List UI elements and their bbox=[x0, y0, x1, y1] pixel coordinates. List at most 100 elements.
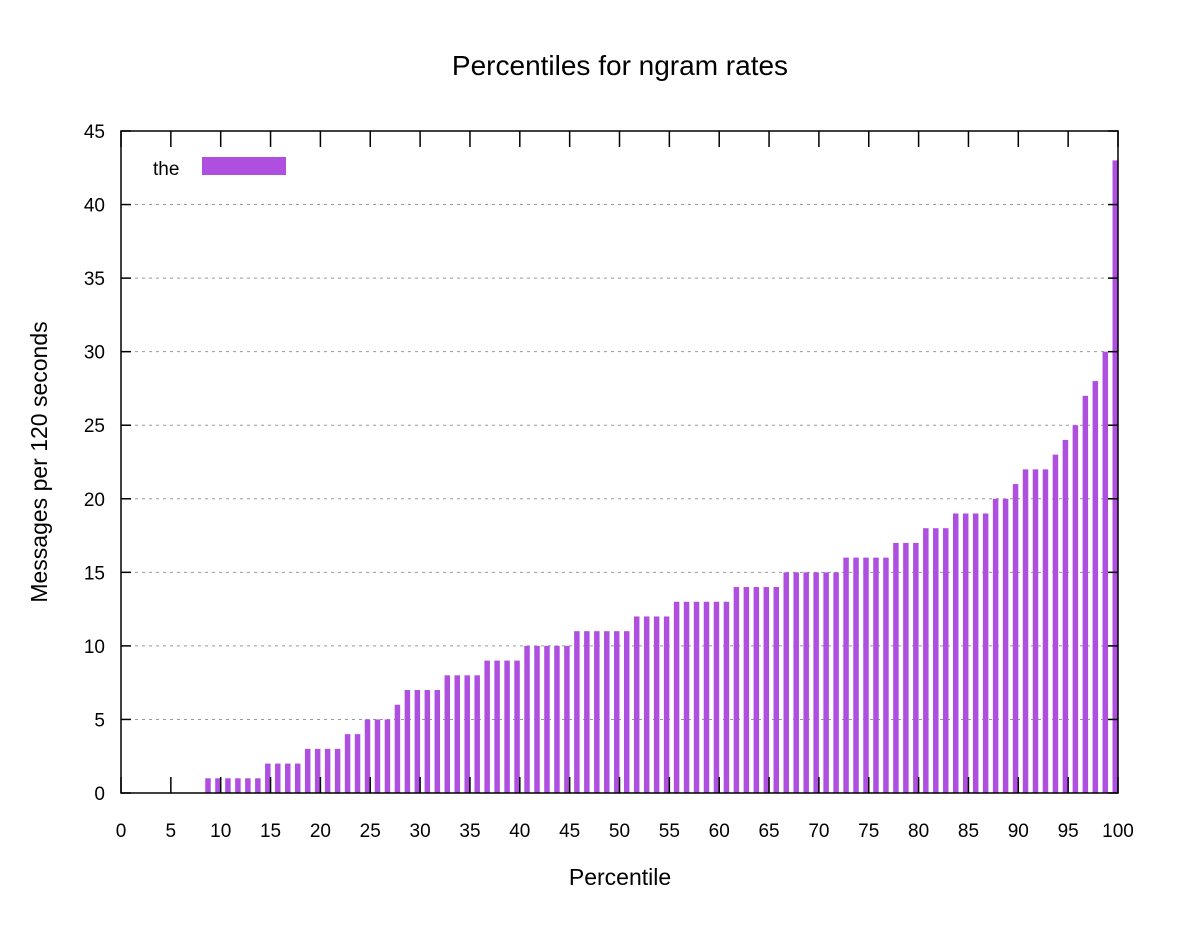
bar bbox=[943, 528, 949, 793]
bar bbox=[384, 719, 391, 793]
y-tick-label: 40 bbox=[84, 196, 105, 217]
bar bbox=[883, 557, 889, 793]
bar bbox=[833, 572, 839, 793]
bar bbox=[1102, 351, 1109, 793]
bar bbox=[574, 631, 580, 793]
bar bbox=[1012, 484, 1019, 793]
bar bbox=[294, 763, 301, 793]
bar bbox=[504, 660, 510, 793]
legend-label: the bbox=[153, 159, 179, 180]
bar bbox=[564, 645, 570, 793]
bar bbox=[1092, 381, 1099, 793]
bar bbox=[1052, 454, 1059, 793]
bar bbox=[923, 528, 929, 793]
x-tick-label: 30 bbox=[410, 821, 431, 842]
bar bbox=[1032, 469, 1039, 793]
bar bbox=[594, 631, 600, 793]
y-tick-label: 30 bbox=[84, 343, 105, 364]
bar bbox=[275, 763, 281, 793]
bar bbox=[633, 616, 640, 793]
bar bbox=[304, 748, 311, 793]
bar bbox=[813, 572, 819, 793]
bar bbox=[354, 734, 361, 793]
bar bbox=[524, 645, 530, 793]
bar bbox=[1002, 498, 1009, 793]
bar bbox=[743, 587, 750, 793]
x-tick-label: 100 bbox=[1102, 821, 1134, 842]
y-tick-label: 0 bbox=[94, 784, 105, 805]
x-tick-label: 10 bbox=[210, 821, 231, 842]
x-tick-label: 85 bbox=[958, 821, 979, 842]
y-tick-label: 20 bbox=[84, 490, 105, 511]
bar bbox=[285, 763, 291, 793]
x-tick-label: 75 bbox=[858, 821, 879, 842]
bar bbox=[464, 675, 470, 793]
bar bbox=[255, 778, 261, 793]
y-axis-label: Messages per 120 seconds bbox=[26, 321, 52, 602]
bar bbox=[424, 690, 431, 793]
bar bbox=[733, 587, 740, 793]
legend: the bbox=[153, 157, 286, 180]
bar bbox=[623, 631, 630, 793]
chart-title: Percentiles for ngram rates bbox=[452, 50, 788, 81]
bar bbox=[933, 528, 939, 793]
bar bbox=[1112, 160, 1118, 793]
bar bbox=[494, 660, 500, 793]
bar bbox=[484, 660, 490, 793]
bar bbox=[703, 601, 710, 793]
x-tick-label: 65 bbox=[758, 821, 779, 842]
bar bbox=[544, 645, 550, 793]
y-tick-label: 25 bbox=[84, 416, 105, 437]
bar bbox=[753, 587, 760, 793]
bar bbox=[663, 616, 670, 793]
x-tick-label: 40 bbox=[509, 821, 530, 842]
bar bbox=[962, 513, 969, 793]
legend-swatch bbox=[202, 157, 286, 175]
bar bbox=[793, 572, 799, 793]
bar bbox=[225, 778, 231, 793]
x-tick-label: 35 bbox=[459, 821, 480, 842]
bar bbox=[1082, 395, 1089, 793]
bar bbox=[713, 601, 720, 793]
bar bbox=[314, 748, 321, 793]
bar bbox=[444, 675, 451, 793]
bar bbox=[972, 513, 979, 793]
bar bbox=[205, 778, 211, 793]
bar bbox=[643, 616, 650, 793]
bar bbox=[374, 719, 381, 793]
bar bbox=[873, 557, 879, 793]
bar bbox=[584, 631, 590, 793]
x-tick-label: 25 bbox=[360, 821, 381, 842]
bar bbox=[364, 719, 371, 793]
bar bbox=[992, 498, 999, 793]
bar bbox=[245, 778, 251, 793]
bar bbox=[803, 572, 809, 793]
bar bbox=[903, 542, 909, 793]
bar bbox=[414, 690, 421, 793]
x-tick-label: 90 bbox=[1008, 821, 1029, 842]
x-tick-label: 50 bbox=[609, 821, 630, 842]
x-tick-label: 45 bbox=[559, 821, 580, 842]
bar bbox=[1022, 469, 1029, 793]
bar bbox=[554, 645, 560, 793]
bar bbox=[843, 557, 849, 793]
bar bbox=[1062, 439, 1069, 793]
x-tick-label: 20 bbox=[310, 821, 331, 842]
x-tick-label: 55 bbox=[659, 821, 680, 842]
bar bbox=[394, 704, 401, 793]
bar bbox=[604, 631, 610, 793]
bar bbox=[773, 587, 780, 793]
bar bbox=[514, 660, 520, 793]
y-tick-label: 10 bbox=[84, 637, 105, 658]
bar bbox=[763, 587, 770, 793]
bar bbox=[215, 778, 221, 793]
bar bbox=[454, 675, 460, 793]
x-axis: 0 5 10 15 20 25 30 35 40 45 50 55 60 65 70 75 80 85 90 95 10… bbox=[116, 131, 1134, 842]
x-tick-label: 60 bbox=[709, 821, 730, 842]
x-tick-label: 70 bbox=[808, 821, 829, 842]
bar bbox=[324, 748, 331, 793]
bar bbox=[823, 572, 829, 793]
bar bbox=[863, 557, 869, 793]
x-tick-label: 0 bbox=[116, 821, 127, 842]
bar bbox=[474, 675, 480, 793]
